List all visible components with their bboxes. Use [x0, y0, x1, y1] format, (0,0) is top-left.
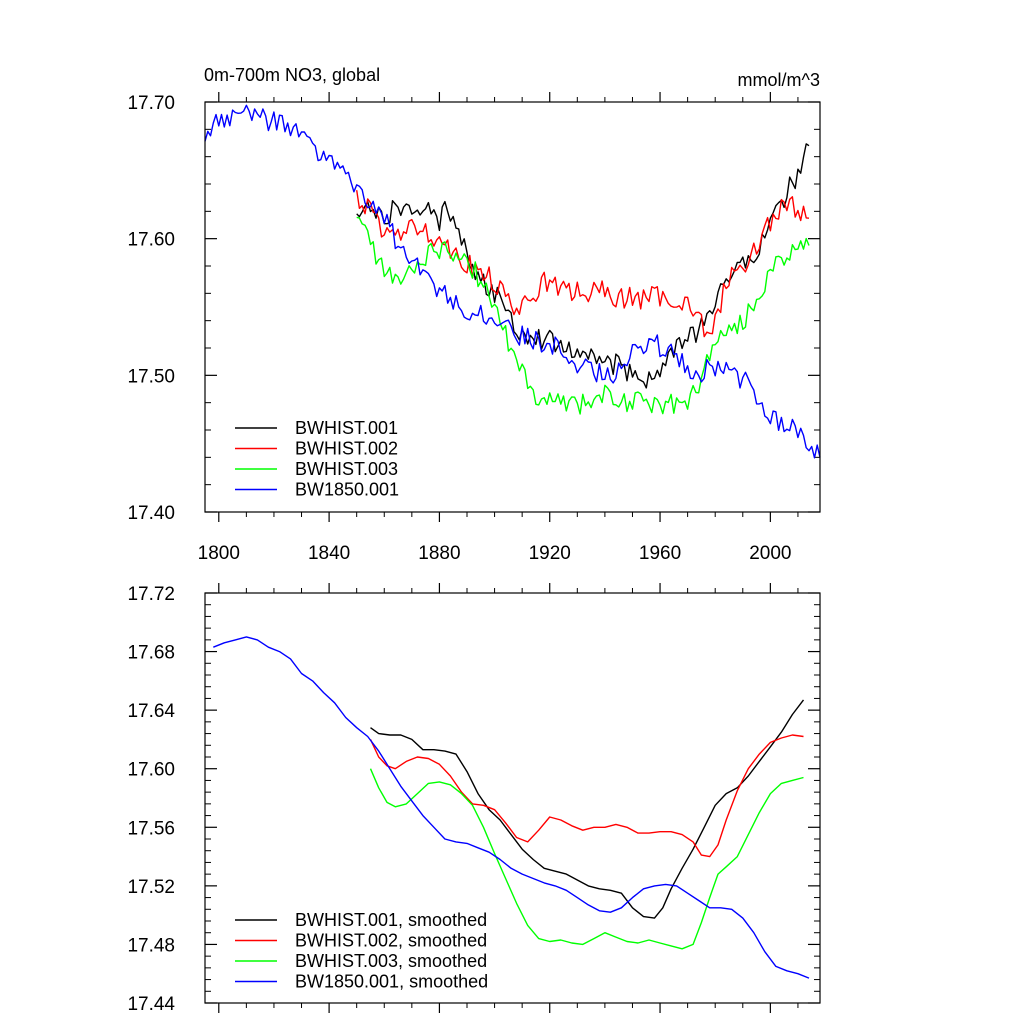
- legend-label: BWHIST.002: [295, 439, 398, 459]
- series-line-bwhist-001: [356, 143, 810, 389]
- series-line-bwhist-002-smoothed: [369, 734, 804, 858]
- units-label: mmol/m^3: [738, 70, 820, 90]
- top-series-lines: [204, 104, 821, 459]
- y-tick-label: 17.70: [127, 93, 175, 114]
- y-tick-label: 17.52: [127, 877, 175, 898]
- legend-label: BWHIST.001: [295, 418, 398, 438]
- series-line-bwhist-003: [356, 216, 810, 415]
- legend-label: BWHIST.003, smoothed: [295, 951, 487, 971]
- x-tick-label: 1920: [529, 543, 571, 564]
- series-line-bwhist-003-smoothed: [369, 768, 804, 950]
- y-tick-label: 17.60: [127, 760, 175, 781]
- y-tick-label: 17.68: [127, 643, 175, 664]
- legend-label: BWHIST.002, smoothed: [295, 931, 487, 951]
- top-plot-frame: [204, 101, 821, 513]
- y-tick-label: 17.64: [127, 701, 175, 722]
- bottom-series-lines: [213, 636, 810, 979]
- x-tick-label: 1960: [639, 543, 681, 564]
- y-tick-label: 17.50: [127, 366, 175, 387]
- y-tick-label: 17.44: [127, 994, 175, 1015]
- y-tick-label: 17.48: [127, 935, 175, 956]
- legend-label: BWHIST.001, smoothed: [295, 910, 487, 930]
- x-tick-label: 1800: [198, 543, 240, 564]
- y-tick-label: 17.40: [127, 503, 175, 524]
- legend-label: BW1850.001, smoothed: [295, 972, 488, 992]
- y-tick-label: 17.56: [127, 818, 175, 839]
- y-tick-label: 17.72: [127, 584, 175, 605]
- x-tick-label: 1840: [308, 543, 350, 564]
- x-tick-label: 1880: [418, 543, 460, 564]
- series-line-bwhist-002: [356, 190, 810, 338]
- series-line-bwhist-001-smoothed: [370, 699, 805, 919]
- bottom-plot-frame: [204, 592, 821, 1004]
- series-line-bw1850-001-smoothed: [213, 636, 810, 979]
- bottom-axes: 17.44 17.48 17.52 17.56 17.60 17.64 17.68 17.72: [127, 583, 820, 1015]
- series-line-bw1850-001: [204, 104, 821, 459]
- legend-label: BWHIST.003: [295, 459, 398, 479]
- top-axes: 1800 1840 1880 1920 1960 2000 17.40 17.50 17.60 1…: [127, 92, 820, 564]
- top-panel: 0m-700m NO3, global mmol/m^3 1800 1840 188…: [127, 65, 821, 564]
- chart-title: 0m-700m NO3, global: [204, 65, 380, 85]
- y-tick-label: 17.60: [127, 230, 175, 251]
- legend-label: BW1850.001: [295, 480, 399, 500]
- x-tick-label: 2000: [749, 543, 791, 564]
- bottom-panel: 17.44 17.48 17.52 17.56 17.60 17.64 17.68 17.72…: [127, 583, 821, 1015]
